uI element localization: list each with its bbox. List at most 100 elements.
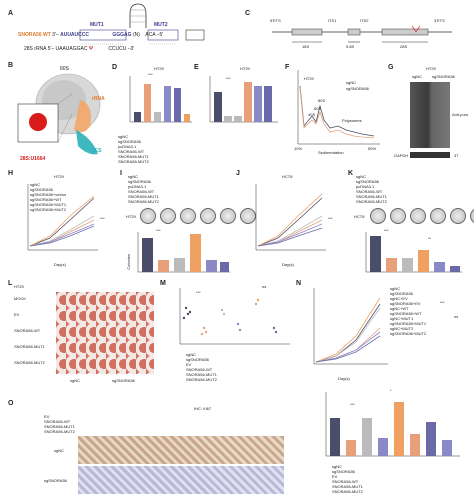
panel-o-left-rows: EV SNORA56-WT SNORA56-MUT1 SNORA56-MUT2 — [44, 414, 75, 434]
panel-letter-i: I — [120, 170, 122, 177]
row-sgsnora56: sgSNORA56 — [44, 478, 67, 483]
tumor-volume-plot — [313, 288, 388, 365]
row-label: sgNC — [332, 464, 343, 469]
legend-item: sgSNORA56+EV — [390, 301, 421, 306]
panel-letter-m: M — [160, 280, 166, 287]
panel-h: HT29 sgNC sgSNORA56 sgSNORA56+vector sgS… — [14, 174, 118, 274]
peak-polysomes: Polysomes — [342, 118, 362, 123]
panel-o-star: * — [390, 388, 392, 393]
panel-d-sig: *** — [148, 72, 153, 77]
row-label: sgNC — [186, 352, 197, 357]
panel-l: HT29 MOCK EV SNORA56-WT SNORA56-MUT1 SNO… — [14, 284, 158, 396]
label-58s: 5.8S — [346, 44, 355, 49]
legend-item: sgSNORA56+MUT2 — [30, 207, 67, 212]
panel-e-title: HT29 — [240, 66, 250, 71]
tumor-photo — [56, 292, 154, 374]
legend-item: sgNC+EV — [390, 296, 408, 301]
label-rrna: rRNA — [92, 96, 105, 102]
panel-k-rows: sgNC sgSNORA56 pcDNA3.1 SNORA56-WT SNORA… — [356, 174, 387, 204]
panel-d: HT29 *** sgNC sgSNORA56 pcDNA3.1 SNORA56… — [118, 66, 194, 166]
colony-dish — [450, 208, 466, 224]
colony-dish — [160, 208, 176, 224]
legend-item: sgNC+MUT1 — [390, 316, 414, 321]
row-label: SNORA56-WT — [118, 149, 145, 154]
panel-a-hairpin — [79, 3, 205, 45]
panel-f-title: HT29 — [304, 76, 314, 81]
row-label: SNORA56-WT — [14, 328, 41, 333]
label-18s: 18S — [302, 44, 310, 49]
row-label: SNORA56-MUT2 — [118, 159, 149, 164]
colony-dish — [410, 208, 426, 224]
row-label: SNORA56-WT — [356, 189, 383, 194]
label-4es: 4ES — [92, 148, 102, 154]
colony-dish — [140, 208, 156, 224]
label-5ets: 5'ETS — [270, 18, 281, 23]
legend-item: sgSNORA56+MUT1 — [30, 202, 67, 207]
colony-dishes-i — [140, 208, 256, 224]
row-label: sgNC — [356, 174, 367, 179]
panel-o: IHC: Ki67 EV SNORA56-WT SNORA56-MUT1 SNO… — [14, 404, 304, 502]
colony-dish — [470, 208, 474, 224]
colony-dish — [200, 208, 216, 224]
tumor-weight-plot — [179, 288, 290, 345]
ihc-score-bar — [325, 392, 460, 457]
colony-dish — [220, 208, 236, 224]
panel-n: sgNC sgSNORA56 sgNC+EV sgSNORA56+EV sgNC… — [302, 284, 468, 396]
label-28s: 28S — [400, 44, 408, 49]
row-label: SNORA56-MUT1 — [128, 194, 159, 199]
panel-a: MUT1 MUT2 SNORA56 WT 3'– AUUAUCCC GGGAG … — [18, 0, 238, 60]
panel-letter-l: L — [8, 280, 13, 287]
panel-n-ns: ns — [454, 314, 459, 319]
panel-e-sig: *** — [226, 76, 231, 81]
polysome-profile — [297, 70, 380, 145]
panel-k-cell: HCT8 — [354, 214, 365, 219]
panel-f: HT29 sgNC sgSNORA56 40S 60S 80S Polysome… — [290, 66, 382, 166]
panel-e-chart — [209, 76, 278, 123]
legend-n: sgNC sgSNORA56 sgNC+EV sgSNORA56+EV sgNC… — [390, 286, 426, 336]
row-label: sgSNORA56 — [128, 179, 151, 184]
panel-n-sig: *** — [440, 300, 445, 305]
colony-dish — [370, 208, 386, 224]
row-label: SNORA56-MUT1 — [44, 424, 75, 429]
col-sgnc: sgNC — [70, 378, 81, 383]
panel-letter-k: K — [348, 170, 354, 177]
row-label: sgSNORA56 — [332, 469, 355, 474]
panel-i-ylabel: Colonies — [126, 254, 131, 270]
snora56-wt-label: SNORA56 WT — [18, 32, 51, 38]
panel-i-sig: *** — [156, 228, 161, 233]
legend-item: sgSNORA56 — [30, 187, 53, 192]
panel-n-xlabel: Day(s) — [338, 376, 350, 381]
seq-mut2: GGGAG — [112, 32, 132, 38]
panel-j-title: HCT8 — [282, 174, 293, 179]
panel-letter-a: A — [8, 10, 14, 17]
panel-letter-c: C — [245, 10, 251, 17]
panel-h-xlabel: Day(s) — [54, 262, 66, 267]
row-label: EV — [44, 414, 50, 419]
panel-letter-o: O — [8, 400, 14, 407]
row-label: SNORA56-MUT1 — [356, 194, 387, 199]
seq-prefix: 3'– — [52, 32, 59, 38]
row-label: SNORA56-MUT1 — [14, 344, 45, 349]
panel-letter-g: G — [388, 64, 394, 71]
panel-k-sig2: ** — [428, 236, 432, 241]
colony-dish — [390, 208, 406, 224]
row-label: pcDNA3.1 — [118, 144, 137, 149]
panel-d-chart — [129, 76, 192, 123]
panel-h-sig: *** — [100, 216, 105, 221]
row-label: sgNC — [128, 174, 139, 179]
panel-letter-d: D — [112, 64, 118, 71]
panel-k-sig: *** — [384, 228, 389, 233]
ribosome-structure — [17, 73, 101, 155]
ihc-images-sgsnora56 — [78, 466, 284, 494]
row-label: SNORA56-MUT2 — [332, 489, 363, 494]
row-label: SNORA56-MUT2 — [356, 199, 387, 204]
rrna-suffix: –3' — [127, 46, 135, 52]
snora56-seq-line: SNORA56 WT 3'– AUUAUCCC GGGAG (N) ACA –5… — [18, 32, 163, 38]
x-label: Sedimentation — [318, 150, 344, 155]
panel-m-ns: ns — [262, 284, 267, 289]
panel-letter-h: H — [8, 170, 14, 177]
panel-i-rows: sgNC sgSNORA56 pcDNA3.1 SNORA56-WT SNORA… — [128, 174, 159, 204]
panel-d-rows: sgNC sgSNORA56 pcDNA3.1 SNORA56-WT SNORA… — [118, 134, 194, 164]
label-60s: 60S — [60, 66, 69, 72]
row-label: MOCK — [14, 296, 26, 301]
